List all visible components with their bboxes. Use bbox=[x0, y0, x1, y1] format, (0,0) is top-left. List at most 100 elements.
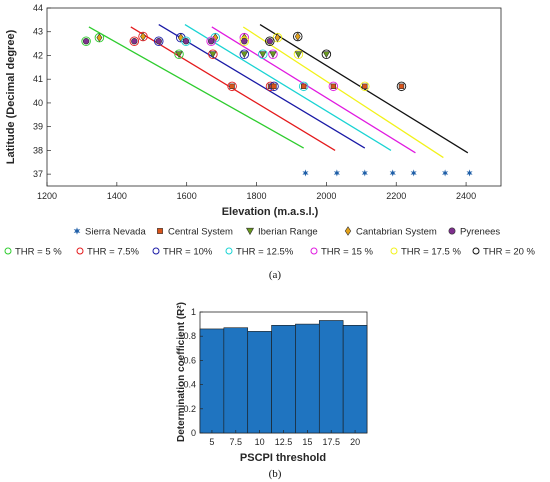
legend-label: Sierra Nevada bbox=[85, 227, 146, 238]
legend-marker bbox=[310, 247, 318, 255]
data-point bbox=[300, 83, 307, 90]
threshold-ring bbox=[298, 81, 309, 92]
legend-marker bbox=[472, 247, 480, 255]
data-point bbox=[207, 38, 215, 45]
data-point bbox=[302, 169, 309, 177]
data-point bbox=[266, 38, 273, 45]
data-point bbox=[209, 51, 217, 59]
legend-label: THR = 20 % bbox=[483, 247, 536, 258]
legend-marker bbox=[76, 247, 84, 255]
legend-label: THR = 5 % bbox=[15, 247, 62, 258]
x-tick-label: 5 bbox=[209, 437, 214, 447]
data-point bbox=[131, 38, 138, 45]
data-point bbox=[442, 169, 449, 177]
threshold-legend: THR = 5 % THR = 7.5% THR = 10% THR = 12.5% T… bbox=[4, 247, 536, 258]
data-point bbox=[294, 51, 303, 59]
bar bbox=[295, 323, 320, 434]
x-tick-label: 12.5 bbox=[275, 437, 293, 447]
data-point bbox=[398, 83, 405, 90]
legend-label: THR = 10% bbox=[163, 247, 213, 258]
legend-marker bbox=[225, 247, 233, 255]
bar bbox=[318, 320, 344, 434]
y-tick-label: 38 bbox=[33, 145, 43, 155]
data-point bbox=[140, 32, 146, 41]
legend-label: Pyrenees bbox=[460, 227, 500, 238]
y-tick-label: 44 bbox=[33, 3, 43, 13]
data-point bbox=[155, 38, 162, 45]
data-point bbox=[389, 169, 396, 177]
legend-label: Cantabrian System bbox=[356, 227, 437, 238]
threshold-ring bbox=[360, 81, 370, 92]
x-tick-label: 2000 bbox=[316, 191, 336, 201]
data-point bbox=[229, 83, 235, 90]
data-point bbox=[182, 38, 190, 45]
x-axis-label-b: PSCPI threshold bbox=[240, 452, 326, 464]
threshold-ring bbox=[321, 49, 332, 60]
legend-label: Iberian Range bbox=[258, 227, 318, 238]
regression-line bbox=[88, 26, 305, 149]
data-point bbox=[177, 33, 184, 43]
data-point bbox=[410, 169, 417, 177]
threshold-ring bbox=[239, 36, 250, 46]
data-point bbox=[362, 83, 368, 90]
y-axis-label-a: Latitude (Decimal degree) bbox=[5, 29, 17, 164]
legend-marker bbox=[157, 228, 163, 234]
regression-line bbox=[242, 26, 444, 159]
x-tick-label: 1200 bbox=[37, 191, 57, 201]
x-tick-label: 2200 bbox=[386, 191, 406, 201]
legend-marker bbox=[152, 247, 160, 255]
threshold-ring bbox=[154, 36, 164, 46]
y-tick-label: 43 bbox=[33, 27, 43, 37]
threshold-ring bbox=[129, 36, 140, 46]
data-point bbox=[361, 169, 368, 177]
scatter-chart-a: 37 38 39 40 41 42 43 44 1200 1400 1600 1800 2000 220… bbox=[4, 3, 536, 281]
legend-label: THR = 17.5 % bbox=[401, 247, 461, 258]
y-tick-label: 37 bbox=[33, 169, 43, 179]
threshold-ring bbox=[227, 81, 237, 92]
regression-line bbox=[158, 24, 366, 149]
legend-label: THR = 7.5% bbox=[87, 247, 140, 258]
x-tick-label: 20 bbox=[350, 437, 360, 447]
threshold-ring bbox=[328, 81, 339, 92]
x-axis-label-a: Elevation (m.a.s.l.) bbox=[222, 206, 319, 218]
x-tick-label: 1600 bbox=[177, 191, 197, 201]
legend-marker bbox=[344, 226, 352, 236]
y-tick-label: 41 bbox=[33, 74, 43, 84]
threshold-ring bbox=[174, 49, 184, 60]
x-tick-label: 10 bbox=[255, 437, 265, 447]
y-tick-label: 0.6 bbox=[183, 355, 196, 365]
data-point bbox=[294, 32, 301, 41]
x-tick-label: 1400 bbox=[107, 191, 127, 201]
data-point bbox=[96, 33, 103, 43]
threshold-ring bbox=[239, 49, 250, 60]
threshold-ring bbox=[265, 36, 275, 46]
regression-line bbox=[211, 26, 416, 154]
bar bbox=[342, 325, 368, 434]
legend-marker bbox=[4, 247, 12, 255]
legend-marker bbox=[448, 227, 456, 235]
x-tick-label: 17.5 bbox=[322, 437, 340, 447]
legend-label: THR = 12.5% bbox=[236, 247, 294, 258]
data-point bbox=[322, 51, 331, 59]
legend-label: THR = 15 % bbox=[321, 247, 374, 258]
data-point bbox=[259, 51, 267, 59]
legend-marker bbox=[245, 227, 255, 236]
y-tick-label: 1 bbox=[191, 307, 196, 317]
plot-area-a bbox=[46, 7, 502, 187]
threshold-ring bbox=[396, 81, 407, 92]
data-point bbox=[466, 169, 473, 177]
bar bbox=[199, 328, 225, 434]
threshold-ring bbox=[269, 81, 279, 92]
threshold-ring bbox=[81, 36, 91, 46]
x-tick-label: 2400 bbox=[456, 191, 476, 201]
data-point bbox=[333, 169, 340, 177]
data-point bbox=[82, 38, 90, 45]
x-tick-label: 1800 bbox=[247, 191, 267, 201]
x-tick-label: 15 bbox=[302, 437, 312, 447]
y-tick-label: 39 bbox=[33, 122, 43, 132]
caption-a: (a) bbox=[269, 269, 282, 281]
data-point bbox=[330, 83, 337, 90]
data-point bbox=[274, 33, 281, 43]
legend-label: Central System bbox=[168, 227, 233, 238]
